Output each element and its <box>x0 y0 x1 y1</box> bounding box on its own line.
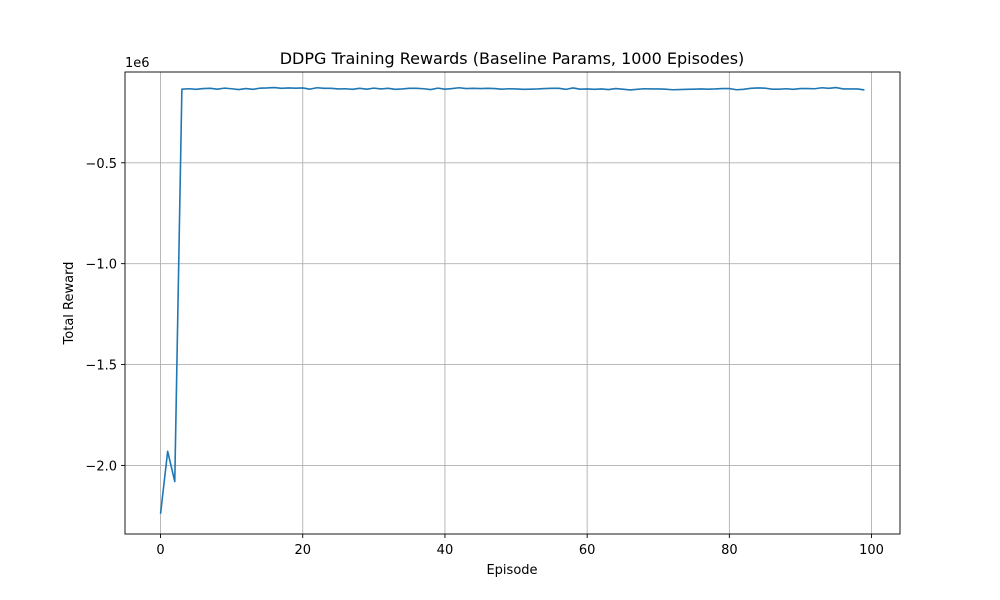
x-tick-label: 100 <box>859 543 884 558</box>
grid <box>125 72 900 534</box>
x-tick-label: 80 <box>721 543 738 558</box>
y-tick-label: −1.5 <box>85 359 117 374</box>
x-tick-label: 20 <box>294 543 311 558</box>
y-offset-label: 1e6 <box>125 56 150 71</box>
y-tick-label: −2.0 <box>85 459 117 474</box>
chart-title: DDPG Training Rewards (Baseline Params, … <box>280 49 745 68</box>
y-axis-title: Total Reward <box>62 262 77 346</box>
x-tick-label: 0 <box>156 543 164 558</box>
series-line-layer <box>159 86 865 514</box>
y-tick-label: −1.0 <box>85 258 117 273</box>
x-axis: 0 20 40 60 80 100 <box>156 534 884 558</box>
plot-frame <box>124 71 901 535</box>
x-tick-label: 60 <box>579 543 596 558</box>
y-tick-label: −0.5 <box>85 157 117 172</box>
x-axis-title: Episode <box>486 563 537 578</box>
y-axis: −2.0 −1.5 −1.0 −0.5 <box>85 157 125 474</box>
series-line <box>159 86 865 514</box>
x-tick-label: 40 <box>437 543 454 558</box>
